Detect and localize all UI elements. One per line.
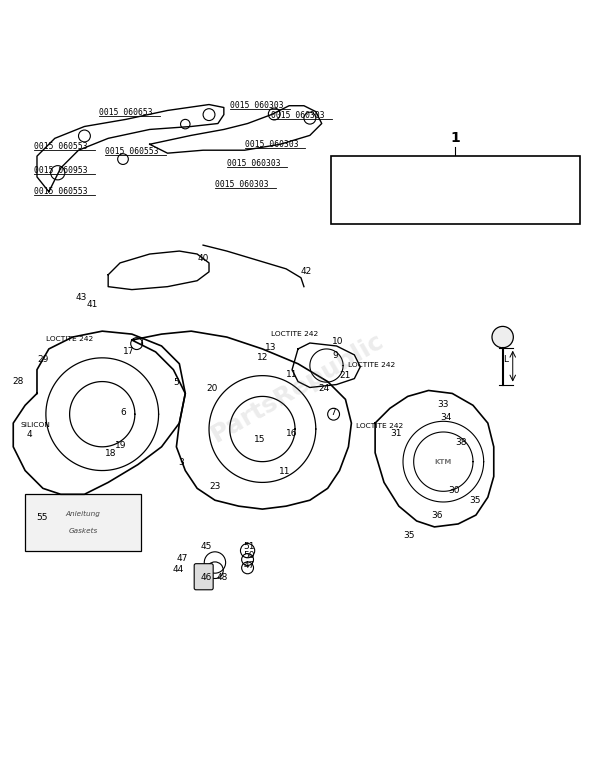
Text: 12: 12 <box>256 353 268 362</box>
Text: 45: 45 <box>200 542 212 551</box>
Text: 34: 34 <box>440 412 452 422</box>
Text: 28: 28 <box>12 377 23 386</box>
Text: 41: 41 <box>86 300 98 309</box>
Text: 36: 36 <box>432 511 443 519</box>
Text: 13: 13 <box>265 343 277 352</box>
Text: 3,4,5,6,7,9,10,11,12,13,15,: 3,4,5,6,7,9,10,11,12,13,15, <box>375 165 535 175</box>
Text: 55: 55 <box>36 513 47 522</box>
Text: 0015 060553: 0015 060553 <box>34 188 88 196</box>
Text: 16,17,21,23,24,28,47,48,50,51: 16,17,21,23,24,28,47,48,50,51 <box>364 181 546 191</box>
Text: 51: 51 <box>243 542 255 551</box>
Text: 0015 060303: 0015 060303 <box>215 180 269 188</box>
Text: 24: 24 <box>319 384 330 393</box>
Text: L: L <box>502 354 508 363</box>
FancyBboxPatch shape <box>194 563 213 590</box>
Text: 33: 33 <box>437 400 449 408</box>
Text: 10: 10 <box>333 336 344 346</box>
Text: +GETRIEBELAGER: +GETRIEBELAGER <box>403 196 507 206</box>
Text: 35: 35 <box>469 496 480 505</box>
Text: 9: 9 <box>333 351 338 360</box>
Text: 11: 11 <box>286 370 297 379</box>
Text: 47: 47 <box>176 554 188 563</box>
Text: 3: 3 <box>178 458 184 467</box>
Text: LOCTITE 242: LOCTITE 242 <box>46 336 93 342</box>
Text: 35: 35 <box>403 532 415 540</box>
Text: 42: 42 <box>301 267 312 277</box>
Bar <box>25 494 141 550</box>
Text: 16: 16 <box>286 429 297 438</box>
Text: 19: 19 <box>115 441 127 450</box>
FancyBboxPatch shape <box>331 156 580 225</box>
Text: 48: 48 <box>216 574 228 583</box>
Text: KTM: KTM <box>434 459 452 465</box>
Text: LOCTITE 242: LOCTITE 242 <box>356 423 403 429</box>
Text: 44: 44 <box>172 564 184 573</box>
Text: SILICON: SILICON <box>20 422 50 428</box>
Text: 20: 20 <box>206 384 218 393</box>
Text: 5: 5 <box>173 378 179 388</box>
Text: TRANSMISSION BEARINGS: TRANSMISSION BEARINGS <box>401 211 510 220</box>
Text: 15: 15 <box>253 436 265 444</box>
Text: 21: 21 <box>340 371 351 380</box>
Text: 4: 4 <box>26 430 32 439</box>
Text: 38: 38 <box>455 438 467 446</box>
Text: 46: 46 <box>200 574 212 583</box>
Text: 30: 30 <box>448 486 460 494</box>
Text: 1: 1 <box>451 132 460 146</box>
Text: 0015 060303: 0015 060303 <box>230 102 284 110</box>
Text: 40: 40 <box>197 253 209 263</box>
Text: 17: 17 <box>123 347 135 356</box>
Text: LOCTITE 242: LOCTITE 242 <box>349 362 396 368</box>
Text: Anleitung: Anleitung <box>66 511 100 517</box>
Text: 47: 47 <box>243 561 255 570</box>
Text: 23: 23 <box>209 482 221 491</box>
Text: PartsRepublic: PartsRepublic <box>207 328 389 447</box>
Text: 7: 7 <box>330 408 336 417</box>
Text: 0015 060303: 0015 060303 <box>227 160 281 168</box>
Text: 31: 31 <box>390 429 402 439</box>
Text: LOCTITE 242: LOCTITE 242 <box>271 331 318 337</box>
Text: 0015 060553: 0015 060553 <box>34 142 88 151</box>
Text: 43: 43 <box>76 293 87 301</box>
Text: 7: 7 <box>138 336 144 346</box>
Text: 29: 29 <box>37 355 48 364</box>
Text: Gaskets: Gaskets <box>69 528 98 534</box>
Text: 0015 060303: 0015 060303 <box>271 112 325 120</box>
Text: 6: 6 <box>120 408 126 417</box>
Text: 0015 060553: 0015 060553 <box>105 147 159 156</box>
Text: 0015 060953: 0015 060953 <box>34 166 88 175</box>
Text: 0015 060303: 0015 060303 <box>244 140 298 149</box>
Text: 0015 060653: 0015 060653 <box>100 109 153 117</box>
Text: 50: 50 <box>243 551 255 560</box>
Circle shape <box>492 326 513 348</box>
Text: 11: 11 <box>279 467 290 477</box>
Text: 18: 18 <box>105 449 117 459</box>
